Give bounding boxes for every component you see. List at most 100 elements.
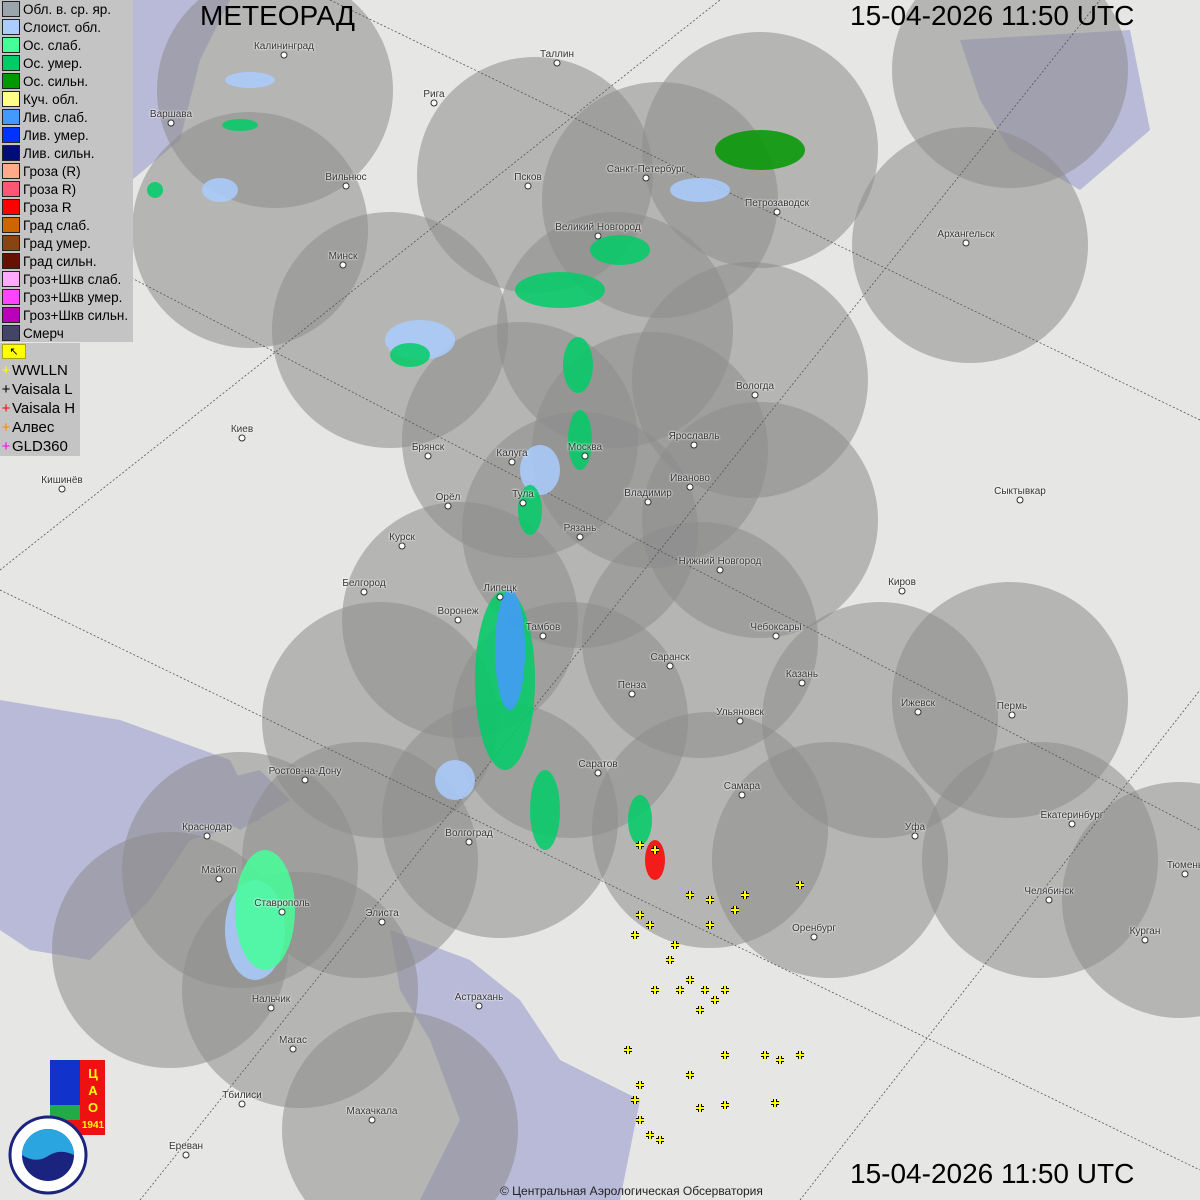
- lightning-source-item: + WWLLN: [0, 361, 80, 380]
- legend-label: Куч. обл.: [23, 91, 79, 107]
- precipitation-echo: [495, 590, 525, 710]
- legend-item: Лив. слаб.: [0, 108, 133, 126]
- legend-item: Лив. сильн.: [0, 144, 133, 162]
- city-marker: [772, 632, 780, 640]
- precipitation-echo: [147, 182, 163, 198]
- city-marker: [1016, 496, 1024, 504]
- city-label: Пермь: [996, 701, 1028, 712]
- city-label: Саранск: [650, 652, 690, 663]
- city-label: Воронеж: [437, 606, 479, 617]
- city-label: Ростов-на-Дону: [268, 766, 342, 777]
- legend-label: Лив. умер.: [23, 127, 89, 143]
- city-label: Тамбов: [525, 622, 561, 633]
- city-label: Таллин: [540, 49, 574, 60]
- city-marker: [444, 502, 452, 510]
- city-label: Самара: [723, 781, 761, 792]
- city-marker: [686, 483, 694, 491]
- svg-text:О: О: [88, 1100, 98, 1115]
- color-swatch: [2, 145, 20, 161]
- city-marker: [539, 632, 547, 640]
- city-marker: [1141, 936, 1149, 944]
- legend-item: Смерч: [0, 324, 133, 342]
- city-label: Ижевск: [900, 698, 936, 709]
- city-label: Сыктывкар: [994, 486, 1046, 497]
- city-label: Кишинёв: [41, 475, 83, 486]
- legend-label: Обл. в. ср. яр.: [23, 1, 112, 17]
- radar-range: [382, 702, 618, 938]
- color-swatch: [2, 199, 20, 215]
- city-marker: [690, 441, 698, 449]
- legend-label: Гроз+Шкв сильн.: [23, 307, 129, 323]
- precipitation-echo: [518, 485, 542, 535]
- city-marker: [1068, 820, 1076, 828]
- city-label: Нижний Новгород: [678, 556, 762, 567]
- svg-text:А: А: [88, 1083, 98, 1098]
- city-label: Вильнюс: [325, 172, 367, 183]
- city-marker: [430, 99, 438, 107]
- city-marker: [424, 452, 432, 460]
- city-label: Варшава: [149, 109, 193, 120]
- timestamp-top: 15-04-2026 11:50 UTC: [850, 0, 1135, 31]
- legend-item: Гроз+Шкв умер.: [0, 288, 133, 306]
- color-swatch: [2, 289, 20, 305]
- city-marker: [914, 708, 922, 716]
- timestamp-bottom: 15-04-2026 11:50 UTC: [850, 1158, 1135, 1189]
- precipitation-echo: [530, 770, 560, 850]
- lightning-strike: [721, 1051, 729, 1059]
- precipitation-echo: [225, 72, 275, 88]
- lightning-strike: [706, 896, 714, 904]
- city-marker: [1181, 870, 1189, 878]
- city-marker: [278, 908, 286, 916]
- lightning-strike: [701, 986, 709, 994]
- city-marker: [360, 588, 368, 596]
- legend-item: Лив. умер.: [0, 126, 133, 144]
- city-label: Тюмень: [1166, 860, 1200, 871]
- city-marker: [1045, 896, 1053, 904]
- city-marker: [642, 174, 650, 182]
- svg-text:1941: 1941: [82, 1120, 105, 1131]
- legend-label: Лив. сильн.: [23, 145, 95, 161]
- lightning-strike: [636, 911, 644, 919]
- city-label: Ставрополь: [254, 898, 310, 909]
- lightning-strike: [676, 986, 684, 994]
- city-label: Тула: [512, 489, 534, 500]
- city-label: Ярославль: [668, 431, 720, 442]
- city-marker: [1008, 711, 1016, 719]
- city-label: Челябинск: [1024, 886, 1074, 897]
- city-label: Брянск: [411, 442, 445, 453]
- lightning-strike: [686, 976, 694, 984]
- city-marker: [58, 485, 66, 493]
- legend-item: Град слаб.: [0, 216, 133, 234]
- city-marker: [798, 679, 806, 687]
- city-label: Чебоксары: [750, 622, 802, 633]
- precipitation-echo: [563, 337, 593, 393]
- arrow-icon: ↖: [9, 346, 19, 358]
- precipitation-echo: [222, 119, 258, 131]
- city-label: Владимир: [624, 488, 672, 499]
- toggle-legend-button[interactable]: ↖: [2, 344, 26, 359]
- city-label: Астрахань: [454, 992, 504, 1003]
- lightning-strike: [711, 996, 719, 1004]
- color-swatch: [2, 127, 20, 143]
- lightning-strike: [796, 881, 804, 889]
- lightning-strike: [686, 891, 694, 899]
- lightning-strike: [731, 906, 739, 914]
- city-label: Калининград: [253, 41, 315, 52]
- cross-icon: +: [1, 381, 11, 398]
- city-marker: [911, 832, 919, 840]
- city-marker: [496, 593, 504, 601]
- legend-label: Град слаб.: [23, 217, 90, 233]
- city-label: Белгород: [342, 578, 386, 589]
- lightning-source-item: + GLD360: [0, 437, 80, 456]
- legend-label: Лив. слаб.: [23, 109, 88, 125]
- radar-coverage: [52, 0, 1200, 1200]
- legend-item: Град сильн.: [0, 252, 133, 270]
- city-label: Иваново: [670, 473, 710, 484]
- city-marker: [594, 769, 602, 777]
- color-swatch: [2, 307, 20, 323]
- radar-range: [712, 742, 948, 978]
- precipitation-echo: [435, 760, 475, 800]
- radar-range: [892, 0, 1128, 188]
